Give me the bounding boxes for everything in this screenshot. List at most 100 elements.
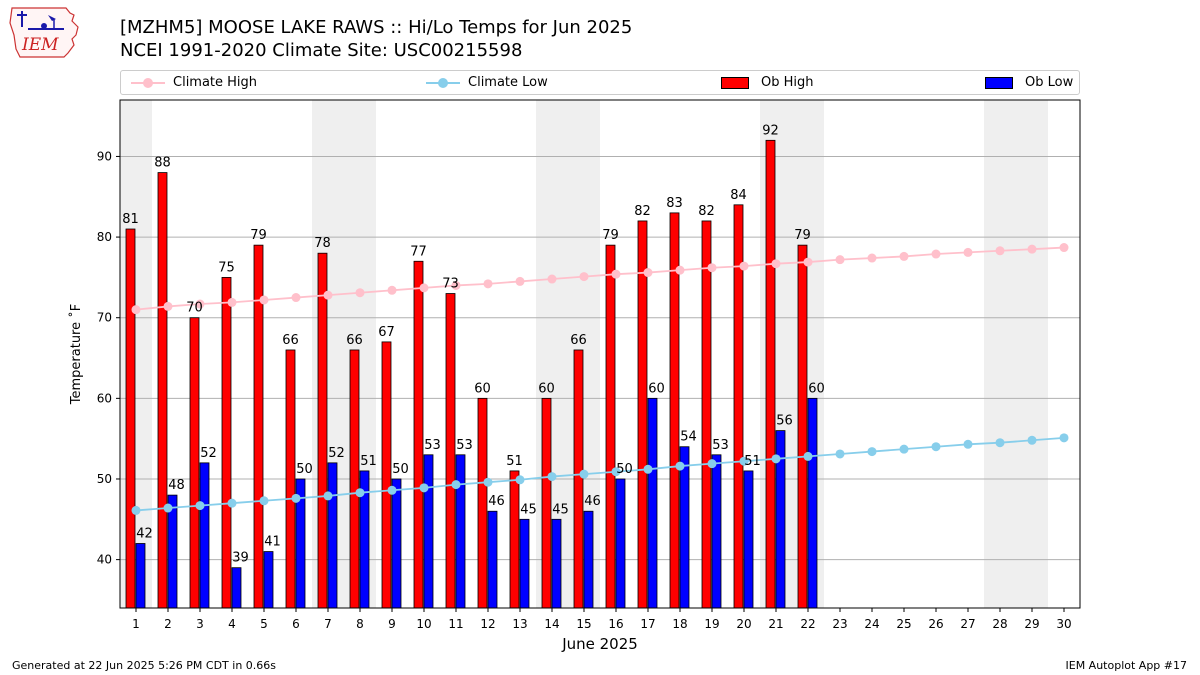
ob-low-bar-day-3	[199, 462, 210, 609]
ob-low-bar-day-7	[327, 462, 338, 609]
ob-low-bar-day-10	[423, 454, 434, 609]
y-tick-label-50: 50	[97, 472, 112, 486]
ob-low-label-day-16: 50	[616, 462, 633, 477]
climate-low-point-day-22	[803, 451, 813, 461]
ob-high-label-day-19: 82	[698, 204, 715, 219]
ob-low-bar-day-22	[807, 397, 818, 609]
x-tick-label-26: 26	[928, 617, 943, 631]
x-tick-label-24: 24	[864, 617, 879, 631]
ob-low-bar-day-14	[551, 518, 562, 609]
ob-high-label-day-2: 88	[154, 156, 171, 171]
ob-low-label-day-10: 53	[424, 438, 441, 453]
climate-low-point-day-2	[163, 503, 173, 513]
ob-low-bar-day-16	[615, 478, 626, 609]
ob-high-bar-day-8	[349, 349, 360, 609]
ob-high-label-day-4: 75	[218, 260, 235, 275]
climate-high-point-day-4	[227, 297, 237, 307]
ob-high-bar-day-2	[157, 172, 168, 609]
y-axis-label: Temperature ˚F	[68, 304, 84, 405]
iem-logo: IEM	[9, 7, 79, 58]
ob-low-bar-day-5	[263, 551, 274, 609]
y-tick-label-90: 90	[97, 149, 112, 163]
climate-low-point-day-16	[611, 467, 621, 477]
ob-high-bar-day-13	[509, 470, 520, 609]
x-tick-label-30: 30	[1056, 617, 1071, 631]
x-tick-label-4: 4	[228, 617, 236, 631]
chart-subtitle: NCEI 1991-2020 Climate Site: USC00215598	[120, 40, 523, 61]
climate-high-point-day-22	[803, 257, 813, 267]
climate-low-point-day-12	[483, 477, 493, 487]
climate-low-point-day-18	[675, 461, 685, 471]
climate-low-point-day-30	[1059, 433, 1069, 443]
ob-low-label-day-20: 51	[744, 454, 761, 469]
ob-high-label-day-7: 78	[314, 236, 331, 251]
x-tick-label-29: 29	[1024, 617, 1039, 631]
ob-high-label-day-16: 79	[602, 228, 619, 243]
climate-low-point-day-14	[547, 472, 557, 482]
climate-low-point-day-29	[1027, 435, 1037, 445]
ob-high-label-day-20: 84	[730, 188, 747, 203]
x-tick-label-22: 22	[800, 617, 815, 631]
ob-low-label-day-11: 53	[456, 438, 473, 453]
climate-low-point-day-1	[131, 505, 141, 515]
ob-high-label-day-1: 81	[122, 212, 139, 227]
x-tick-label-18: 18	[672, 617, 687, 631]
x-tick-label-9: 9	[388, 617, 396, 631]
ob-high-bar-day-21	[765, 139, 776, 609]
climate-high-point-day-27	[963, 247, 973, 257]
x-tick-label-23: 23	[832, 617, 847, 631]
ob-low-bar-day-13	[519, 518, 530, 609]
x-tick-label-6: 6	[292, 617, 300, 631]
ob-high-bar-day-19	[701, 220, 712, 609]
ob-low-label-day-5: 41	[264, 535, 281, 550]
bars	[125, 139, 818, 609]
ob-high-bar-day-16	[605, 244, 616, 609]
ob-low-label-day-1: 42	[136, 526, 153, 541]
y-tick-label-80: 80	[97, 230, 112, 244]
climate-high-point-day-5	[259, 295, 269, 305]
climate-high-line	[135, 246, 1065, 311]
climate-high-point-day-19	[707, 263, 717, 273]
climate-high-point-day-1	[131, 305, 141, 315]
climate-high-point-day-7	[323, 290, 333, 300]
legend-ob-low-label: Ob Low	[1025, 75, 1074, 90]
legend-item-climate-high: Climate High	[131, 71, 257, 94]
ob-high-label-day-9: 67	[378, 325, 395, 340]
x-tick-label-13: 13	[512, 617, 527, 631]
climate-high-point-day-6	[291, 293, 301, 303]
footer-generated: Generated at 22 Jun 2025 5:26 PM CDT in …	[12, 659, 277, 672]
ob-high-label-day-8: 66	[346, 333, 363, 348]
ob-high-bar-day-1	[125, 228, 136, 609]
ob-high-label-day-17: 82	[634, 204, 651, 219]
x-tick-label-7: 7	[324, 617, 332, 631]
weekend-band-day-28	[984, 100, 1016, 608]
ob-low-label-day-3: 52	[200, 446, 217, 461]
climate-low-point-day-17	[643, 464, 653, 474]
x-tick-label-12: 12	[480, 617, 495, 631]
climate-low-point-day-5	[259, 496, 269, 506]
ob-low-label-day-6: 50	[296, 462, 313, 477]
ob-high-label-day-5: 79	[250, 228, 267, 243]
climate-low-point-day-25	[899, 444, 909, 454]
ob-high-label-day-12: 60	[474, 381, 491, 396]
climate-high-point-day-16	[611, 269, 621, 279]
climate-low-point-day-24	[867, 447, 877, 457]
ob-high-bar-day-14	[541, 397, 552, 609]
ob-low-bar-day-18	[679, 446, 690, 609]
x-tick-label-17: 17	[640, 617, 655, 631]
ob-low-label-day-12: 46	[488, 494, 505, 509]
footer-app-id: IEM Autoplot App #17	[1065, 659, 1188, 672]
climate-high-point-day-15	[579, 272, 589, 282]
climate-high-point-day-20	[739, 261, 749, 271]
ob-low-bar-day-15	[583, 510, 594, 609]
climate-low-point-day-3	[195, 501, 205, 511]
climate-low-point-day-27	[963, 439, 973, 449]
x-tick-label-8: 8	[356, 617, 364, 631]
ob-low-bar-day-12	[487, 510, 498, 609]
climate-low-point-day-26	[931, 442, 941, 452]
ob-low-bar-day-11	[455, 454, 466, 609]
y-tick-label-40: 40	[97, 553, 112, 567]
ob-high-label-day-6: 66	[282, 333, 299, 348]
ob-high-bar-day-10	[413, 260, 424, 609]
ob-high-label-day-11: 73	[442, 277, 459, 292]
